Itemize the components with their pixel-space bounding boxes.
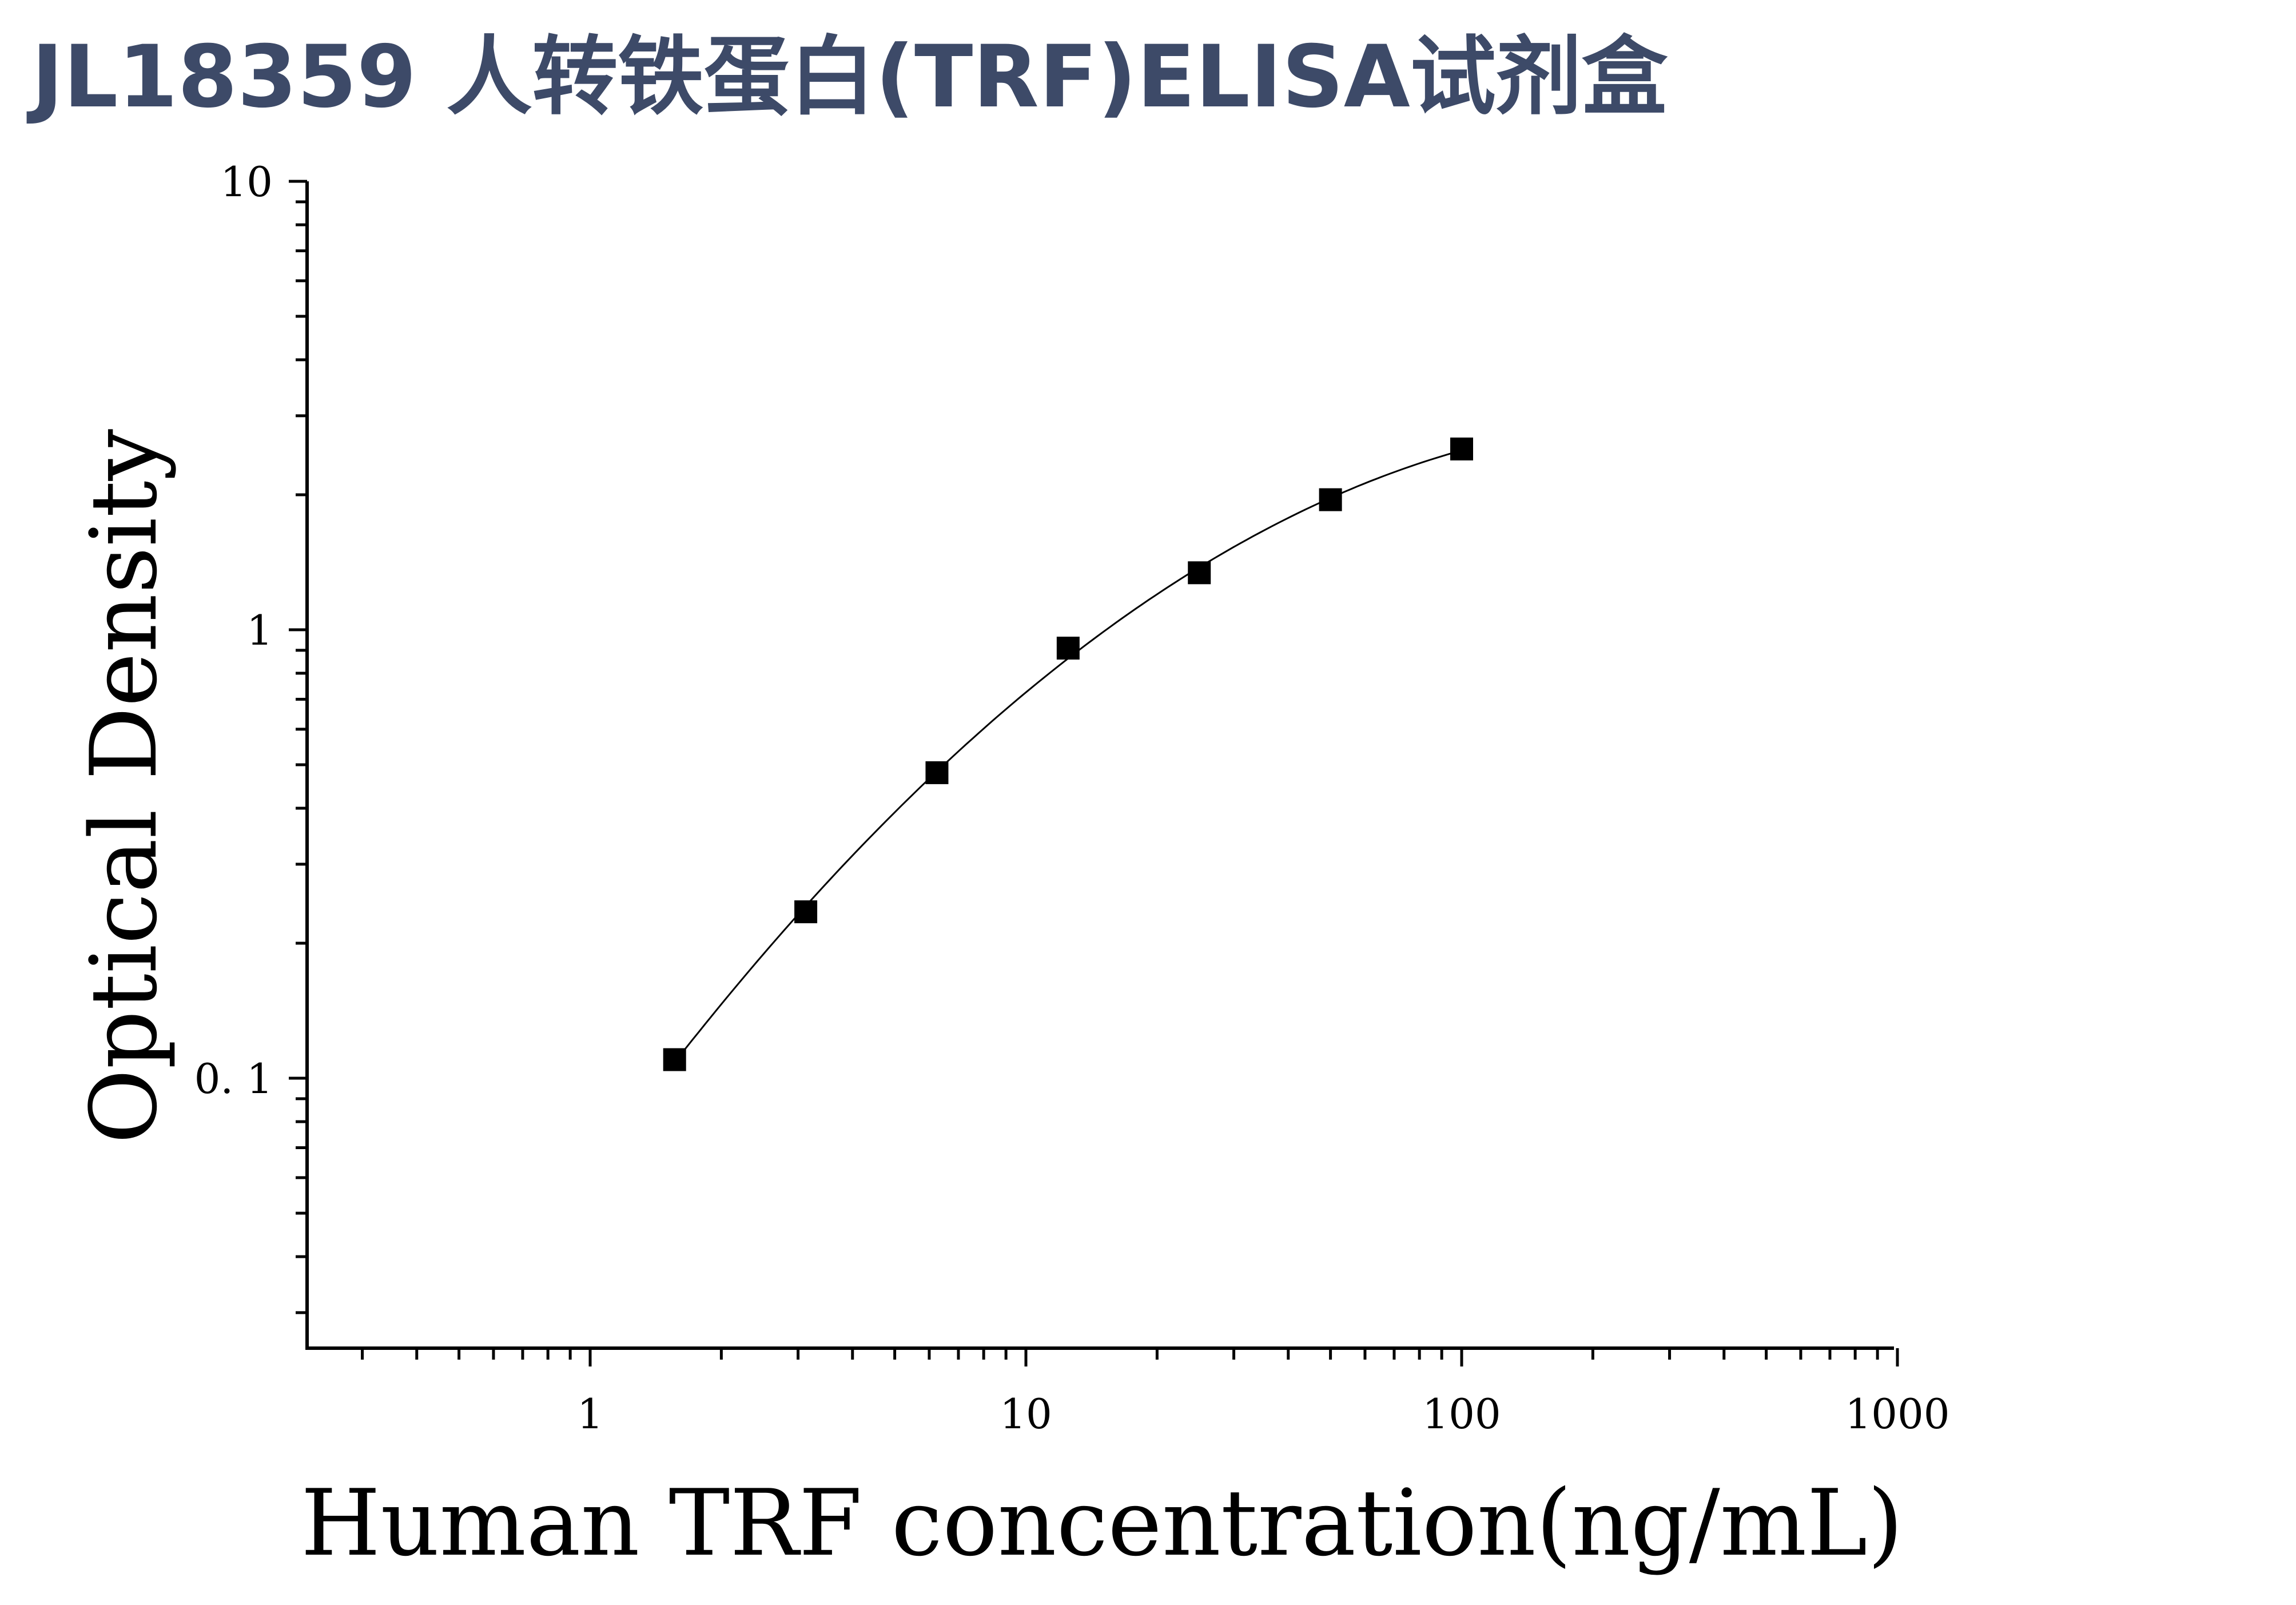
y-axis-title: Optical Density [70, 429, 177, 1144]
data-point [1319, 488, 1342, 511]
x-axis-tick-labels: 1 10 100 1000 [577, 1390, 1950, 1438]
x-axis-title: Human TRF concentration(ng/mL) [301, 1469, 1903, 1576]
axes [305, 181, 1894, 1350]
y-tick-label: 1 [246, 606, 273, 654]
fit-curve [678, 449, 1462, 1058]
x-tick-label: 1 [577, 1390, 603, 1438]
x-tick-label: 100 [1422, 1390, 1501, 1438]
x-axis-ticks [361, 1348, 1899, 1366]
data-point [925, 761, 949, 784]
x-tick-label: 10 [1000, 1390, 1052, 1438]
y-axis-tick-labels: 0. 1 1 10 [194, 158, 273, 1103]
x-tick-label: 1000 [1845, 1390, 1949, 1438]
y-axis-ticks [289, 180, 307, 1314]
data-point [1450, 437, 1473, 460]
data-point [1188, 561, 1211, 585]
data-points [663, 437, 1473, 1071]
data-point [663, 1048, 686, 1071]
chart-title: JL18359 人转铁蛋白(TRF)ELISA试剂盒 [31, 27, 1668, 127]
data-point [1056, 637, 1080, 660]
y-tick-label: 0. 1 [194, 1055, 273, 1103]
y-tick-label: 10 [220, 158, 273, 206]
data-point [794, 900, 818, 924]
